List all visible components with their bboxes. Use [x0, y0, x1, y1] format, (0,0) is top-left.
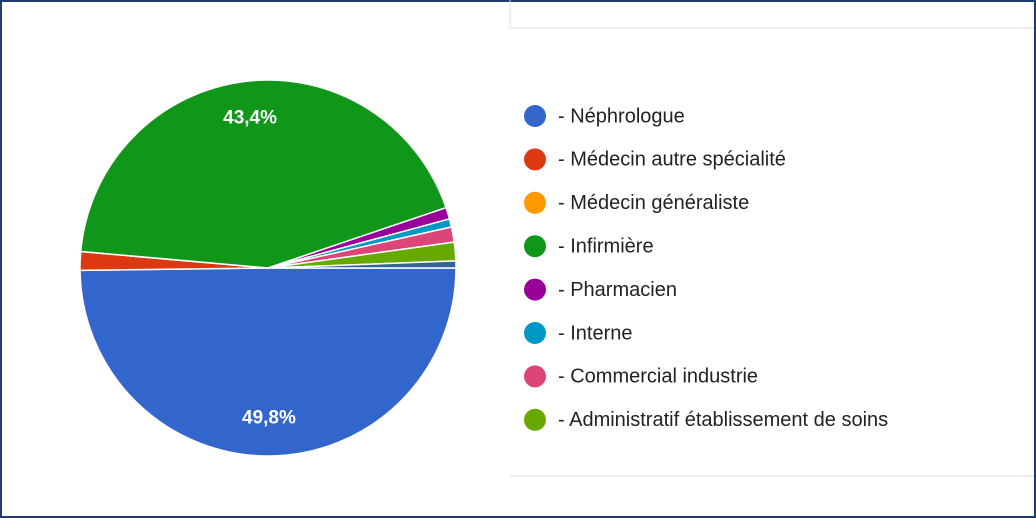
legend-marker — [524, 408, 546, 431]
legend-label: - Commercial industrie — [558, 366, 758, 388]
slice-label: 49,8% — [242, 407, 296, 428]
legend-marker — [524, 105, 546, 127]
slice-label: 43,4% — [223, 108, 277, 129]
pie-slice — [79, 267, 457, 457]
legend-label: - Néphrologue — [558, 105, 685, 127]
legend-marker — [524, 148, 546, 171]
pie-slice — [267, 260, 457, 269]
legend-label: - Infirmière — [558, 235, 654, 257]
legend-marker — [524, 278, 546, 301]
legend-marker — [524, 322, 546, 344]
legend-marker — [524, 191, 546, 214]
legend-marker — [524, 365, 546, 388]
legend-label: - Médecin autre spécialité — [558, 149, 786, 171]
legend-label: - Pharmacien — [558, 279, 677, 301]
legend-marker — [524, 235, 546, 258]
legend-label: - Administratif établissement de soins — [558, 409, 888, 431]
legend-label: - Médecin généraliste — [558, 192, 749, 214]
pie-slice — [79, 79, 448, 269]
legend-label: - Interne — [558, 322, 632, 344]
